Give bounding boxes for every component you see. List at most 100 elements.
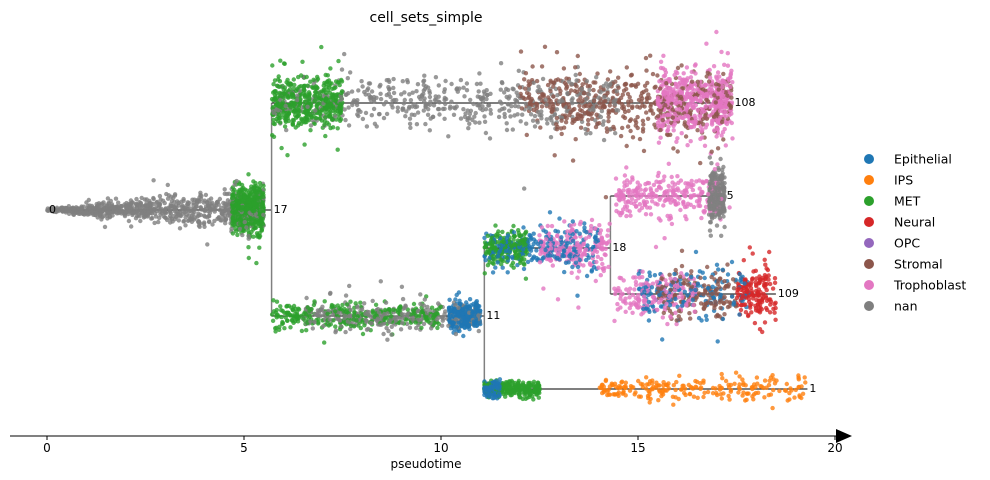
cell-point [381, 102, 387, 107]
cell-point [454, 87, 459, 92]
cell-point [648, 108, 653, 113]
cell-point [547, 210, 553, 215]
cell-point [650, 71, 656, 77]
cell-point [107, 210, 112, 215]
cell-point [423, 104, 428, 109]
cell-point [486, 103, 492, 108]
cell-point [665, 132, 671, 138]
cell-point [389, 102, 394, 107]
cell-point [706, 99, 711, 104]
cell-point [442, 116, 447, 122]
cell-point [727, 102, 732, 108]
cell-point [592, 235, 598, 240]
cell-point [500, 265, 505, 270]
cell-point [562, 269, 567, 275]
cell-point [519, 257, 524, 262]
cell-point [575, 53, 580, 59]
cell-point [378, 91, 383, 97]
cell-point [312, 98, 317, 103]
cell-point [706, 79, 712, 84]
cell-point [579, 86, 584, 92]
cell-point [402, 90, 407, 95]
cell-point [251, 201, 256, 206]
cell-point [212, 203, 217, 208]
cell-point [448, 314, 453, 319]
cell-point [587, 83, 593, 89]
cell-point [347, 313, 352, 318]
cell-point [675, 65, 681, 71]
cell-point [674, 107, 679, 112]
cell-point [672, 111, 677, 117]
cell-point [493, 233, 499, 238]
cell-point [196, 223, 202, 228]
cell-point [693, 116, 698, 121]
cell-point [382, 317, 387, 322]
cell-point [345, 319, 350, 324]
cell-point [630, 104, 635, 109]
cell-point [246, 233, 251, 239]
cell-point [525, 259, 531, 265]
cell-point [502, 114, 507, 120]
cell-point [328, 102, 333, 108]
cell-point [399, 284, 405, 289]
cell-point [695, 79, 700, 85]
cell-point [428, 99, 433, 104]
cell-point [307, 111, 313, 117]
cell-point [714, 75, 719, 81]
cell-point [488, 107, 493, 113]
cell-point [402, 305, 407, 310]
cell-point [322, 299, 327, 304]
cell-point [257, 245, 262, 250]
cell-point [202, 214, 208, 219]
cell-point [156, 219, 161, 225]
cell-point [483, 130, 489, 136]
cell-point [436, 301, 441, 306]
cell-point [237, 221, 242, 227]
cell-point [376, 112, 382, 117]
cell-point [589, 268, 595, 273]
cell-point [635, 125, 640, 131]
cell-point [628, 83, 634, 88]
cell-point [391, 76, 396, 82]
cell-point [277, 324, 282, 329]
cell-point [725, 51, 730, 56]
cell-point [363, 110, 369, 116]
cell-point [325, 311, 330, 316]
cell-point [532, 113, 538, 119]
cell-point [272, 96, 277, 102]
cell-point [388, 314, 394, 319]
cell-point [421, 321, 427, 327]
cell-point [398, 327, 404, 332]
cell-point [722, 62, 727, 67]
cell-point [310, 326, 315, 331]
cell-point [624, 143, 629, 149]
cell-point [160, 198, 166, 203]
cell-point [552, 153, 557, 158]
cell-point [161, 214, 166, 219]
cell-point [324, 105, 330, 111]
cell-point [389, 324, 394, 329]
cell-point [573, 72, 578, 78]
cell-point [412, 102, 417, 107]
cell-point [626, 108, 631, 114]
cell-point [195, 214, 200, 219]
cell-point [665, 112, 670, 118]
cell-point [550, 263, 555, 268]
cell-point [138, 218, 143, 224]
cell-point [485, 233, 490, 238]
cell-point [688, 139, 693, 144]
cell-point [584, 96, 589, 102]
cell-point [424, 316, 429, 321]
cell-point [584, 230, 589, 235]
cell-point [222, 187, 227, 192]
cell-point [539, 116, 544, 121]
cell-point [721, 137, 726, 142]
cell-point [246, 255, 251, 261]
cell-point [427, 90, 432, 96]
cell-point [695, 107, 700, 113]
cell-point [542, 44, 548, 49]
cell-point [677, 80, 683, 85]
cell-point [345, 76, 350, 81]
cell-point [616, 75, 621, 80]
cell-point [667, 79, 672, 84]
